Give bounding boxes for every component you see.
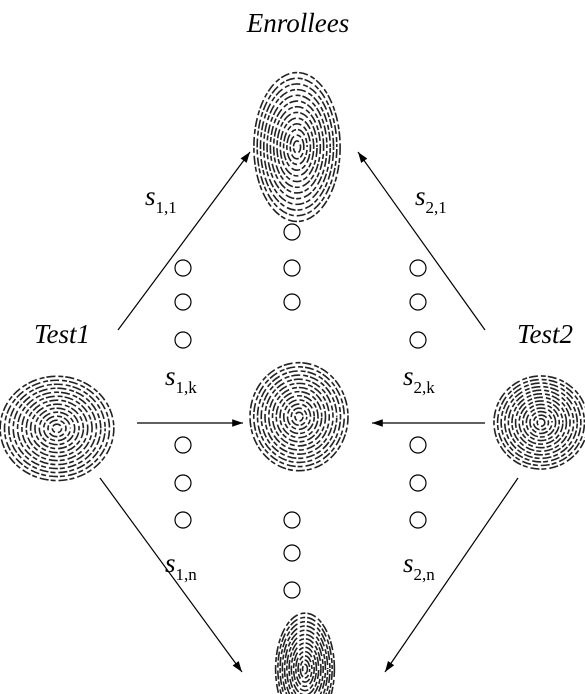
- symbol: s: [403, 548, 414, 578]
- fingerprint: [276, 613, 335, 694]
- ridge: [290, 135, 304, 159]
- ridge: [512, 394, 570, 451]
- fingerprint: [254, 73, 340, 222]
- dot: [284, 294, 300, 310]
- dot: [410, 475, 426, 491]
- ridge: [291, 408, 307, 425]
- ridge: [537, 419, 545, 427]
- ridge: [257, 78, 337, 216]
- edge-label: s1,k: [165, 361, 197, 397]
- fingerprint: [250, 363, 348, 471]
- ridge: [52, 424, 61, 433]
- ridge: [498, 380, 585, 466]
- ridge: [18, 392, 97, 464]
- fingerprint: [0, 376, 114, 480]
- symbol: s: [165, 361, 176, 391]
- symbol: s: [415, 181, 426, 211]
- ridge: [48, 420, 66, 436]
- ridge: [294, 647, 317, 690]
- ellipsis-dots: [175, 224, 426, 598]
- ridge: [258, 371, 341, 462]
- dot: [284, 545, 300, 561]
- ridge: [35, 408, 79, 448]
- symbol: s: [165, 548, 176, 578]
- ridge: [523, 404, 559, 440]
- ridge: [260, 84, 333, 210]
- dot: [410, 332, 426, 348]
- edge-label: s2,1: [415, 181, 447, 217]
- ridge: [303, 664, 308, 673]
- dot: [175, 512, 191, 528]
- dot: [284, 224, 300, 240]
- dot: [284, 512, 300, 528]
- dot: [175, 294, 191, 310]
- edge-label: s1,1: [145, 181, 177, 217]
- subscript: 1,1: [156, 198, 177, 217]
- edge-label: s2,n: [403, 548, 435, 584]
- diagram: Enrollees Test1 Test2 s1,1s2,1s1,ks2,ks1…: [0, 0, 585, 694]
- dot: [410, 294, 426, 310]
- ridge: [269, 383, 330, 450]
- ridge: [300, 660, 309, 678]
- subscript: 2,1: [426, 198, 447, 217]
- dot: [410, 437, 426, 453]
- ridge: [39, 412, 74, 444]
- test-label: Test1: [34, 319, 90, 349]
- edge-label: s2,k: [403, 361, 435, 397]
- test-label: Test2: [517, 319, 573, 349]
- dot: [175, 332, 191, 348]
- symbol: s: [403, 361, 414, 391]
- dot: [175, 260, 191, 276]
- ridge: [254, 367, 345, 467]
- dot: [175, 437, 191, 453]
- ridge: [280, 396, 318, 438]
- fingerprint: [494, 376, 585, 469]
- ridge: [267, 95, 327, 198]
- ridge: [270, 101, 323, 193]
- ridge: [534, 415, 549, 430]
- symbol: s: [145, 181, 156, 211]
- ridge: [284, 400, 315, 434]
- subscript: 1,n: [176, 565, 198, 584]
- dot: [284, 260, 300, 276]
- dot: [175, 475, 191, 491]
- dot: [410, 512, 426, 528]
- ridge: [22, 396, 92, 460]
- ridge: [280, 118, 313, 176]
- ridge: [295, 412, 303, 421]
- dot: [284, 582, 300, 598]
- title: Enrollees: [246, 8, 349, 38]
- ridge: [5, 380, 110, 476]
- ridge: [501, 383, 581, 462]
- ridge: [9, 384, 105, 472]
- subscript: 1,k: [176, 378, 198, 397]
- edge-label: s1,n: [165, 548, 197, 584]
- dot: [410, 260, 426, 276]
- ridge: [508, 390, 573, 455]
- ridge: [265, 379, 333, 454]
- ridge: [293, 141, 300, 153]
- fingerprints: [0, 73, 585, 694]
- subscript: 2,n: [414, 565, 436, 584]
- subscript: 2,k: [414, 378, 436, 397]
